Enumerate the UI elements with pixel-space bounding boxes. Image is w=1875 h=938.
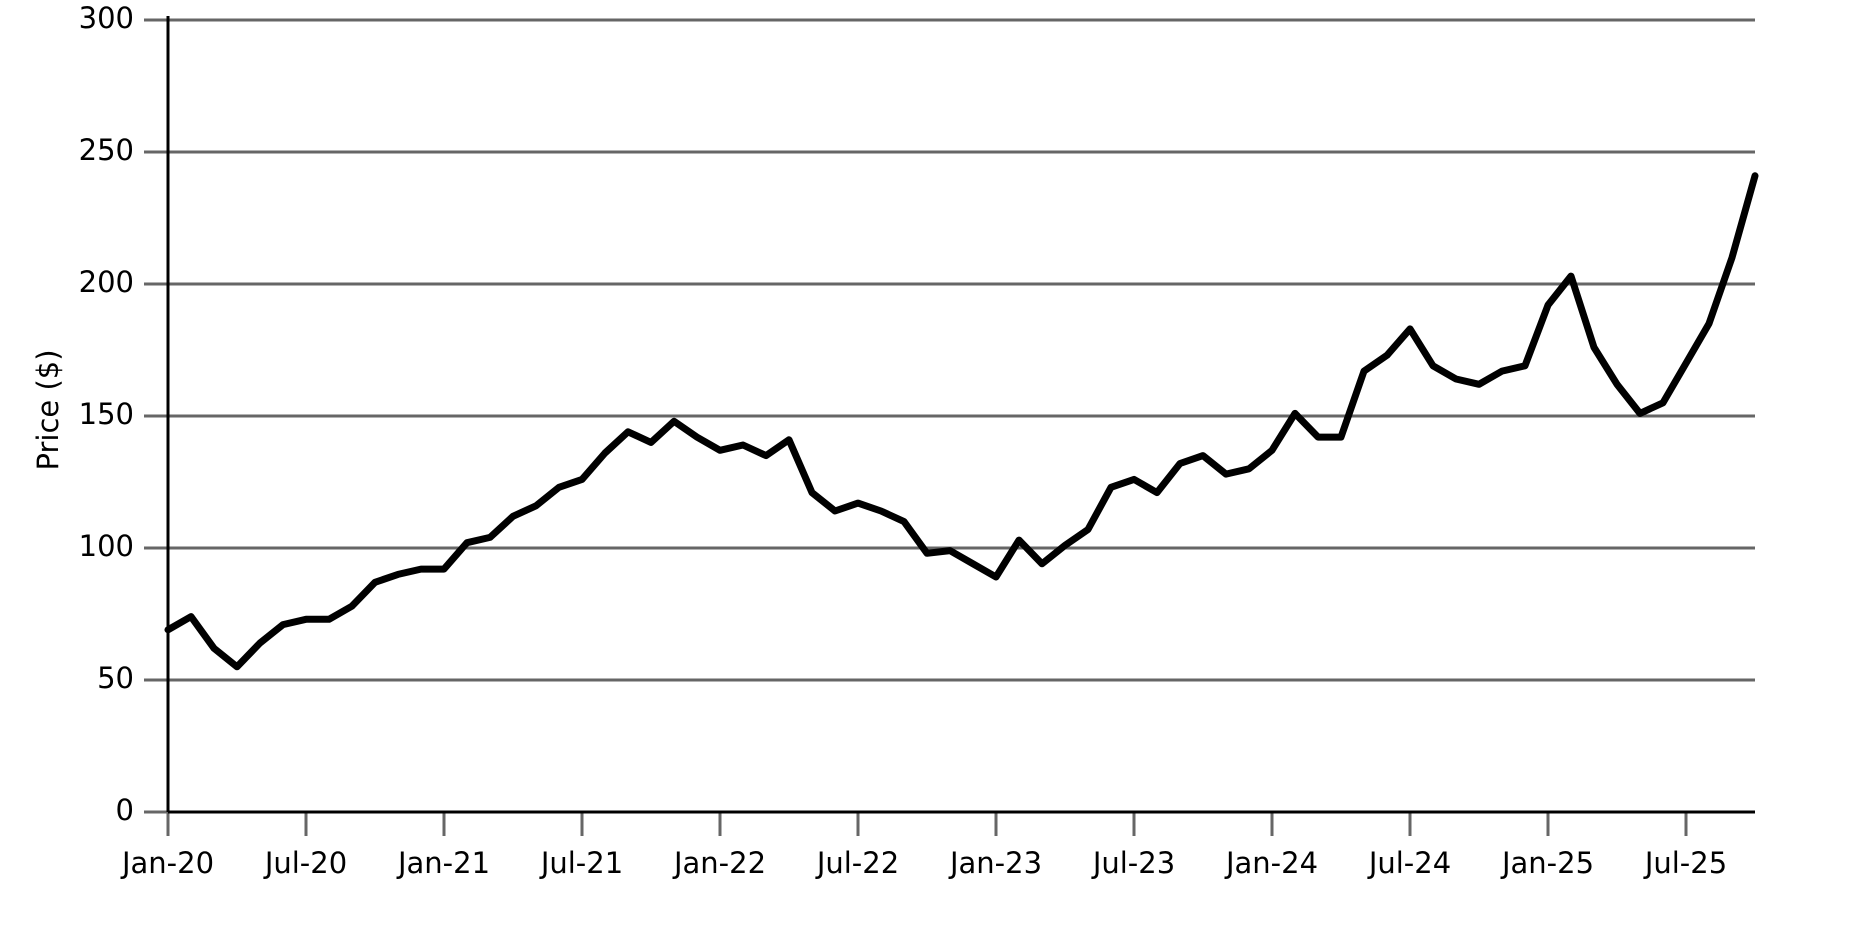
y-tick-label: 200 <box>79 265 134 299</box>
y-tick-label: 50 <box>97 661 134 695</box>
y-tick-label: 150 <box>79 397 134 431</box>
y-tick-label: 100 <box>79 529 134 563</box>
x-tick-label: Jul-20 <box>263 846 347 880</box>
y-tick-label: 300 <box>79 1 134 35</box>
x-tick-label: Jul-25 <box>1643 846 1727 880</box>
x-tick-label: Jan-23 <box>948 846 1042 880</box>
y-tick-label: 0 <box>116 793 134 827</box>
y-axis-label: Price ($) <box>31 349 65 470</box>
x-tick-label: Jul-23 <box>1091 846 1175 880</box>
x-tick-label: Jan-21 <box>396 846 490 880</box>
x-tick-label: Jan-22 <box>672 846 766 880</box>
x-tick-label: Jul-22 <box>815 846 899 880</box>
y-tick-label: 250 <box>79 133 134 167</box>
x-tick-label: Jul-21 <box>539 846 623 880</box>
x-tick-label: Jan-25 <box>1500 846 1594 880</box>
price-line <box>164 172 1759 671</box>
x-tick-label: Jan-20 <box>120 846 214 880</box>
x-tick-label: Jul-24 <box>1367 846 1451 880</box>
x-tick-label: Jan-24 <box>1224 846 1318 880</box>
